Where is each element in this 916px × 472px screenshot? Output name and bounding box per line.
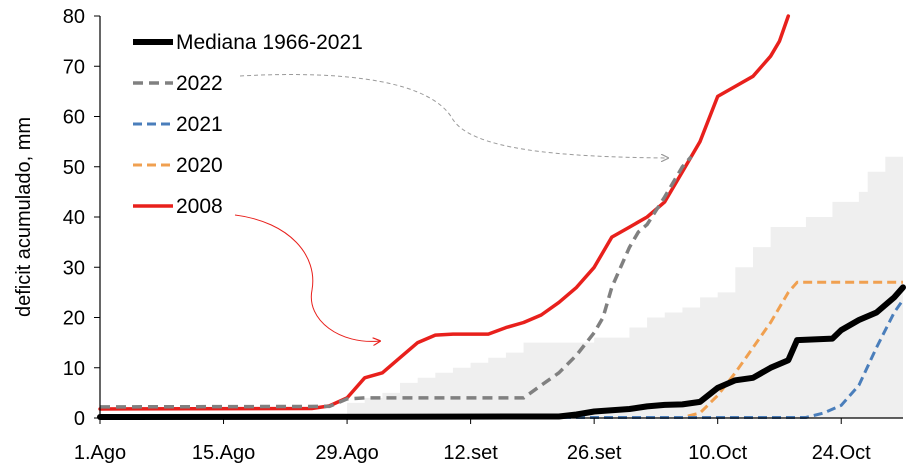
y-tick-label: 70 <box>63 56 85 78</box>
historical-range-band <box>347 131 904 418</box>
y-axis-ticks: 0 10 20 30 40 50 60 70 80 <box>63 6 100 430</box>
y-tick-label: 30 <box>63 257 85 279</box>
legend-label: 2020 <box>176 154 223 177</box>
series-lines <box>97 14 906 420</box>
x-tick-label: 26.set <box>567 442 622 464</box>
x-tick-label: 24.Oct <box>812 442 871 464</box>
x-tick-label: 1.Ago <box>74 442 126 464</box>
legend-label: 2022 <box>176 72 223 95</box>
x-axis-ticks: 1.Ago 15.Ago 29.Ago 12.set 26.set 10.Oct 24.Oc… <box>74 418 871 464</box>
y-tick-label: 10 <box>63 358 85 380</box>
series-line-mediana-1966-2021 <box>97 284 906 420</box>
y-tick-label: 0 <box>74 408 85 430</box>
series-line-2021 <box>100 299 905 419</box>
y-tick-label: 50 <box>63 157 85 179</box>
y-axis-title: deficit acumulado, mm <box>13 117 35 317</box>
series-line-2022 <box>99 155 693 409</box>
band-area <box>347 131 904 418</box>
x-tick-label: 10.Oct <box>688 442 747 464</box>
series-line-2020 <box>100 280 903 419</box>
y-tick-label: 80 <box>63 6 85 28</box>
y-tick-label: 40 <box>63 207 85 229</box>
annotation-arrow-2022 <box>239 74 668 158</box>
x-tick-label: 15.Ago <box>192 442 255 464</box>
y-tick-label: 60 <box>63 107 85 129</box>
series-line-2008 <box>98 14 791 411</box>
legend-label: 2021 <box>176 113 223 136</box>
x-tick-label: 12.set <box>443 442 498 464</box>
annotation-arrow-2008 <box>234 214 380 341</box>
legend: Mediana 1966-2021 2022 2021 2020 2008 <box>133 31 363 218</box>
legend-label: Mediana 1966-2021 <box>176 31 363 54</box>
legend-label: 2008 <box>176 195 223 218</box>
x-tick-label: 29.Ago <box>315 442 378 464</box>
y-tick-label: 20 <box>63 308 85 330</box>
